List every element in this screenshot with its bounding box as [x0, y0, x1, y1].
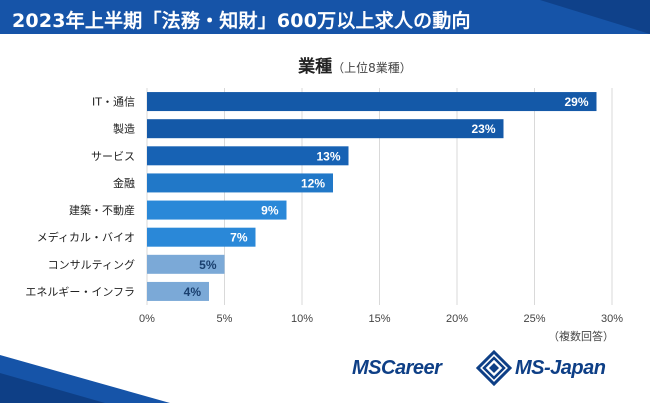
- data-label: 13%: [316, 149, 340, 163]
- bar: [147, 119, 504, 139]
- ms-japan-diamond-icon: [476, 350, 512, 386]
- chart-title-main: 業種: [298, 57, 333, 77]
- bar: [147, 200, 287, 220]
- corner-decoration-dark: [0, 373, 105, 403]
- category-label: 建築・不動産: [69, 203, 135, 217]
- data-label: 5%: [199, 258, 217, 272]
- data-label: 29%: [564, 95, 588, 109]
- x-tick-label: 0%: [139, 313, 155, 325]
- bar: [147, 146, 349, 166]
- data-label: 4%: [184, 285, 202, 299]
- data-label: 12%: [301, 176, 325, 190]
- header-decoration: [540, 0, 650, 34]
- x-tick-label: 10%: [291, 313, 313, 325]
- data-label: 7%: [230, 231, 248, 245]
- chart-title-sub: （上位8業種）: [332, 61, 412, 75]
- header-banner: 2023年上半期「法務・知財」600万以上求人の動向: [0, 0, 650, 34]
- x-tick-label: 20%: [446, 313, 468, 325]
- category-label: 製造: [113, 122, 135, 136]
- category-label: IT・通信: [92, 96, 135, 109]
- category-label: コンサルティング: [48, 257, 135, 271]
- data-label: 9%: [261, 204, 279, 218]
- bar: [147, 254, 225, 274]
- note-multiple-answers: （複数回答）: [548, 329, 614, 343]
- x-tick-label: 25%: [523, 313, 545, 325]
- mscareer-logo: MSCareer: [352, 356, 442, 379]
- category-label: エネルギー・インフラ: [25, 285, 135, 298]
- data-label: 23%: [471, 122, 495, 136]
- bar: [147, 281, 209, 301]
- chart-title: 業種（上位8業種）: [0, 52, 650, 77]
- x-tick-label: 15%: [368, 313, 390, 325]
- bar: [147, 92, 597, 112]
- bar: [147, 173, 333, 193]
- category-label: 金融: [113, 176, 135, 190]
- x-tick-label: 30%: [601, 313, 623, 325]
- ms-japan-logo: MS-Japan: [515, 356, 606, 379]
- x-tick-label: 5%: [217, 313, 233, 325]
- category-label: サービス: [91, 150, 135, 163]
- category-label: メディカル・バイオ: [37, 230, 135, 244]
- page-title: 2023年上半期「法務・知財」600万以上求人の動向: [12, 10, 471, 32]
- bar: [147, 227, 256, 247]
